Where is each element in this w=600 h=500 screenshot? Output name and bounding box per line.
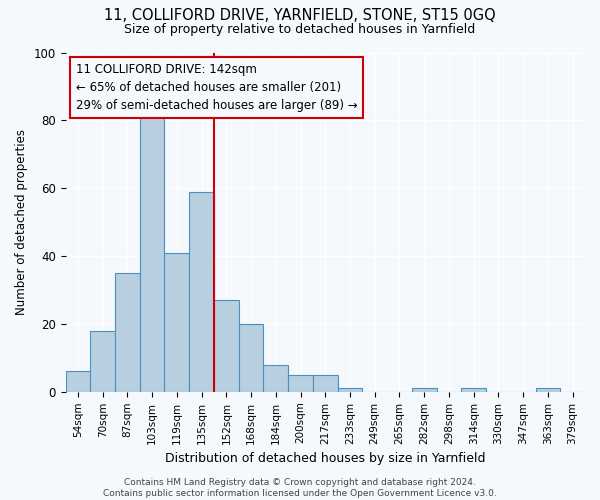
X-axis label: Distribution of detached houses by size in Yarnfield: Distribution of detached houses by size … [165,452,485,465]
Y-axis label: Number of detached properties: Number of detached properties [15,129,28,315]
Bar [189,192,214,392]
Bar [536,388,560,392]
Bar [412,388,437,392]
Text: 11 COLLIFORD DRIVE: 142sqm
← 65% of detached houses are smaller (201)
29% of sem: 11 COLLIFORD DRIVE: 142sqm ← 65% of deta… [76,62,358,112]
Bar [140,107,164,392]
Bar [338,388,362,392]
Bar [214,300,239,392]
Bar [461,388,486,392]
Bar [115,273,140,392]
Text: 11, COLLIFORD DRIVE, YARNFIELD, STONE, ST15 0GQ: 11, COLLIFORD DRIVE, YARNFIELD, STONE, S… [104,8,496,22]
Bar [313,375,338,392]
Bar [164,252,189,392]
Bar [263,364,288,392]
Bar [288,375,313,392]
Bar [90,330,115,392]
Text: Contains HM Land Registry data © Crown copyright and database right 2024.
Contai: Contains HM Land Registry data © Crown c… [103,478,497,498]
Bar [65,372,90,392]
Text: Size of property relative to detached houses in Yarnfield: Size of property relative to detached ho… [124,22,476,36]
Bar [239,324,263,392]
